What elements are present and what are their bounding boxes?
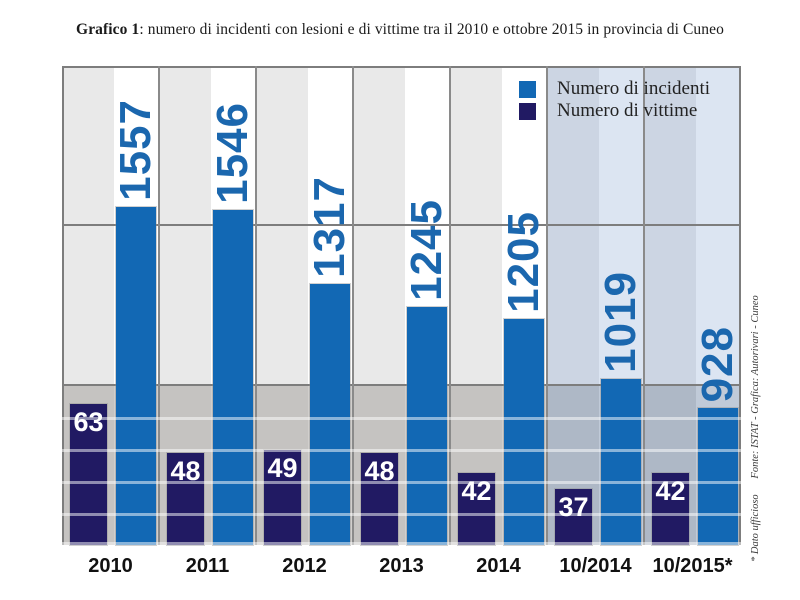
minor-gridline xyxy=(62,417,741,420)
victims-value-label: 48 xyxy=(170,456,201,486)
incidents-bar xyxy=(310,284,350,545)
legend-item-vittime: Numero di vittime xyxy=(519,100,710,122)
incidents-value-label: 1546 xyxy=(208,102,257,204)
plot-border-left xyxy=(62,66,64,545)
legend-item-incidenti: Numero di incidenti xyxy=(519,78,710,100)
victims-bar xyxy=(361,453,398,545)
minor-gridline xyxy=(62,542,741,545)
x-axis-label-2011: 2011 xyxy=(185,555,230,577)
source-note: * Dato ufficioso Fonte: ISTAT - Grafica:… xyxy=(750,295,761,562)
victims-value-label: 63 xyxy=(73,407,104,437)
victims-value-label: 42 xyxy=(461,476,492,506)
chart-title-text: : numero di incidenti con lesioni e di v… xyxy=(139,21,724,38)
victims-bar xyxy=(652,473,689,545)
legend-swatch-vittime-icon xyxy=(519,102,536,120)
x-axis-label-102014: 10/2014 xyxy=(559,555,632,577)
chart-legend: Numero di incidenti Numero di vittime xyxy=(519,78,710,122)
chart-title: Grafico 1: numero di incidenti con lesio… xyxy=(0,21,800,39)
incidents-value-label: 928 xyxy=(693,325,742,402)
minor-gridline xyxy=(62,481,741,484)
major-gridline xyxy=(62,224,741,226)
plot-area: 1557 63 1546 48 1317 49 1245 48 1205 42 1019 37 928 4… xyxy=(62,66,742,545)
minor-gridline xyxy=(62,449,741,452)
x-axis-label-102015: 10/2015* xyxy=(652,555,733,577)
plot-border-top xyxy=(62,66,741,68)
x-axis-label-2012: 2012 xyxy=(282,555,327,577)
victims-bar xyxy=(458,473,495,545)
incidents-bar xyxy=(213,210,253,545)
incidents-value-label: 1205 xyxy=(499,211,548,313)
x-axis-label-2013: 2013 xyxy=(379,555,424,577)
victims-value-label: 49 xyxy=(267,453,298,483)
x-axis-label-2014: 2014 xyxy=(476,555,521,577)
column-separator xyxy=(255,66,257,545)
major-gridline xyxy=(62,384,741,386)
column-separator xyxy=(546,66,548,545)
incidents-value-label: 1317 xyxy=(305,176,354,278)
column-separator xyxy=(449,66,451,545)
incidents-value-label: 1245 xyxy=(402,199,451,301)
victims-bar xyxy=(167,453,204,545)
legend-swatch-incidenti-icon xyxy=(519,80,536,98)
incidents-bar xyxy=(407,307,447,545)
column-separator xyxy=(643,66,645,545)
victims-bar xyxy=(555,489,592,545)
column-separator xyxy=(352,66,354,545)
plot-border-right xyxy=(739,66,741,545)
chart-title-prefix: Grafico 1 xyxy=(76,21,140,38)
victims-value-label: 42 xyxy=(655,476,686,506)
legend-label-incidenti: Numero di incidenti xyxy=(557,78,711,99)
incidents-bar xyxy=(698,408,738,545)
x-axis-label-2010: 2010 xyxy=(88,555,133,577)
minor-gridline xyxy=(62,513,741,516)
incidents-bar xyxy=(504,319,544,545)
incidents-value-label: 1019 xyxy=(596,271,645,373)
victims-value-label: 48 xyxy=(364,456,395,486)
victims-bar xyxy=(264,450,301,545)
legend-label-vittime: Numero di vittime xyxy=(557,100,698,121)
incidents-value-label: 1557 xyxy=(111,99,160,201)
victims-value-label: 37 xyxy=(558,492,589,522)
incidents-bar xyxy=(116,207,156,545)
column-separator xyxy=(158,66,160,545)
incidents-bar xyxy=(601,379,641,545)
victims-bar xyxy=(70,404,107,545)
